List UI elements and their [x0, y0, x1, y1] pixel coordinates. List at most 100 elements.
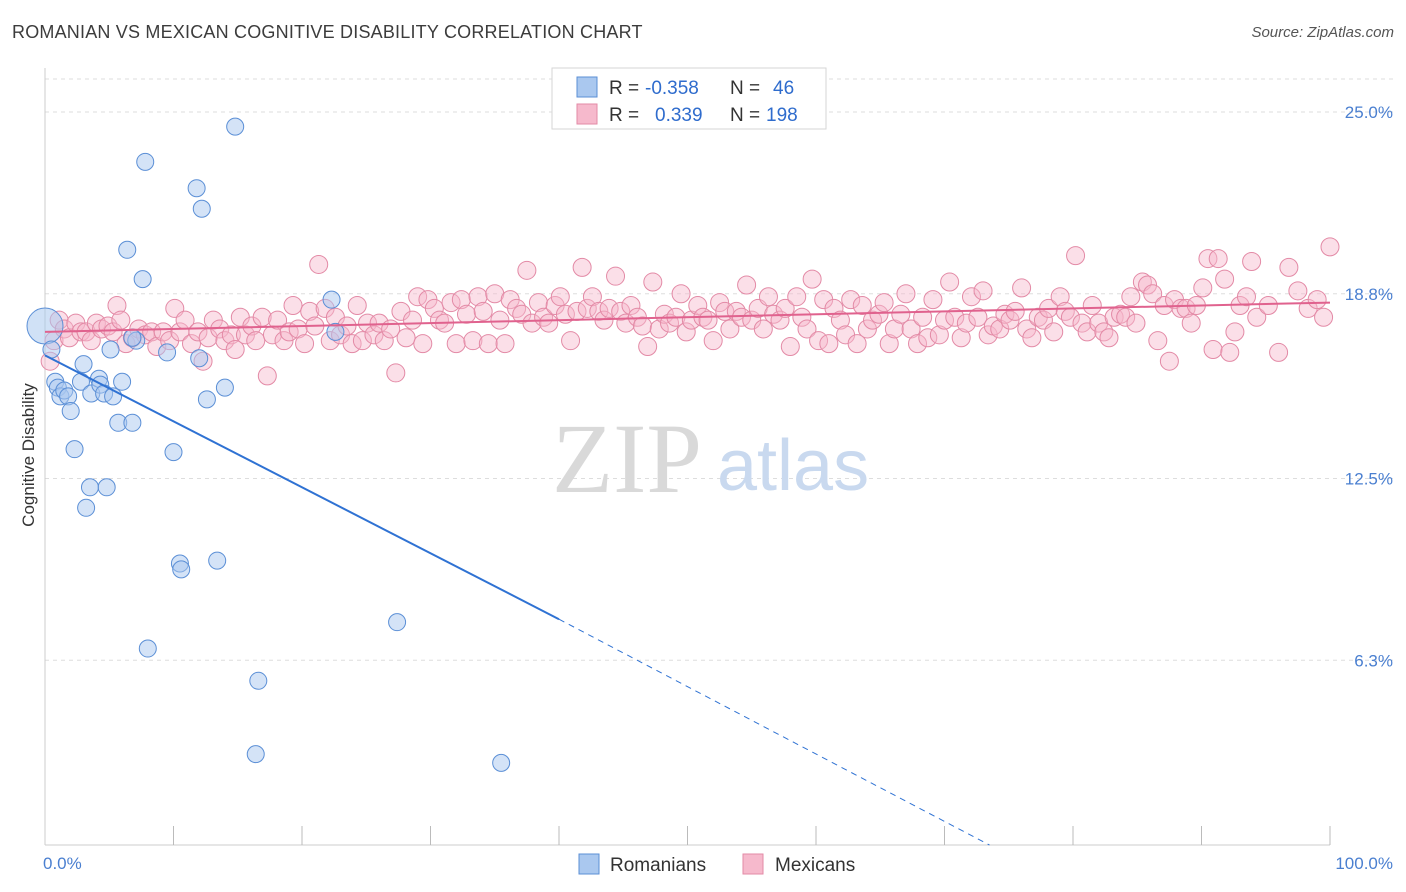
romanian-point: [101, 340, 120, 359]
romanian-point: [249, 671, 268, 690]
chart-title: ROMANIAN VS MEXICAN COGNITIVE DISABILITY…: [12, 22, 643, 42]
mexican-point: [221, 325, 241, 345]
mexican-point: [945, 307, 965, 327]
y-axis-title: Cognitive Disability: [19, 383, 38, 527]
mexican-point: [257, 366, 277, 386]
y-tick-label: 12.5%: [1345, 469, 1393, 488]
mexican-point: [956, 313, 976, 333]
mexican-point: [606, 266, 626, 286]
mexican-point: [852, 295, 872, 315]
romanian-point: [226, 117, 245, 136]
axes-layer: [44, 68, 1331, 846]
mexican-point: [720, 319, 740, 339]
mexican-point: [961, 287, 981, 307]
mexican-point: [463, 331, 483, 351]
mexican-point: [1193, 278, 1213, 298]
mexican-point: [1171, 298, 1191, 318]
mexican-point: [847, 334, 867, 354]
mexican-point: [473, 301, 493, 321]
mexican-point: [929, 325, 949, 345]
romanian-point: [123, 413, 142, 432]
mexican-point: [364, 325, 384, 345]
mexican-point: [891, 304, 911, 324]
mexican-point: [1072, 313, 1092, 333]
mexican-point: [698, 310, 718, 330]
mexican-point: [676, 322, 696, 342]
romanian-point: [77, 498, 96, 517]
mexican-point: [446, 334, 466, 354]
mexican-point: [142, 322, 162, 342]
mexican-point: [1055, 301, 1075, 321]
mexican-point: [775, 298, 795, 318]
mexican-point: [1220, 342, 1240, 362]
mexican-point: [1269, 342, 1289, 362]
romanian-point: [61, 402, 80, 421]
mexican-point: [1247, 307, 1267, 327]
mexican-point: [1320, 237, 1340, 257]
mexican-point: [555, 304, 575, 324]
romanians-trend-extension: [558, 618, 990, 846]
romanians-trend-line: [44, 354, 560, 621]
mexican-point: [1225, 322, 1245, 342]
mexican-point: [111, 310, 131, 330]
romanians-points: [26, 117, 511, 772]
mexican-point: [1066, 246, 1086, 266]
mexican-point: [1005, 301, 1025, 321]
mexican-point: [973, 281, 993, 301]
mexican-point: [309, 254, 329, 274]
mexican-point: [1094, 322, 1114, 342]
romanian-point: [26, 307, 64, 345]
y-tick-label: 6.3%: [1354, 651, 1393, 670]
mexican-point: [758, 287, 778, 307]
source-label: Source: ZipAtlas.com: [1251, 24, 1394, 41]
mexican-point: [879, 334, 899, 354]
mexican-point: [451, 290, 471, 310]
watermark-atlas: atlas: [717, 426, 869, 506]
mexican-point: [737, 275, 757, 295]
romanians-legend-swatch: [578, 853, 600, 875]
mexican-point: [1148, 331, 1168, 351]
stats-legend: R = -0.358 N = 46 R = 0.339 N = 198: [551, 67, 827, 130]
mexican-point: [1111, 304, 1131, 324]
romanian-point: [388, 613, 407, 632]
romanian-point: [59, 387, 78, 406]
romanian-point: [322, 290, 341, 309]
mexican-point: [413, 334, 433, 354]
mexican-point: [1236, 287, 1256, 307]
romanian-point: [80, 478, 99, 497]
legend-r-label-1: R =: [609, 78, 639, 99]
romanian-point: [208, 551, 227, 570]
mexican-point: [274, 331, 294, 351]
mexican-point: [225, 339, 245, 359]
mexican-point: [181, 334, 201, 354]
mexican-point: [490, 310, 510, 330]
legend-r-value-1: -0.358: [645, 78, 699, 99]
mexican-point: [561, 331, 581, 351]
mexican-point: [710, 293, 730, 313]
romanian-point: [118, 240, 137, 259]
mexicans-legend-label: Mexicans: [775, 855, 855, 876]
mexican-point: [86, 313, 106, 333]
romanian-point: [74, 355, 93, 374]
romanian-point: [187, 179, 206, 198]
mexican-point: [1017, 319, 1037, 339]
mexican-point: [753, 319, 773, 339]
mexican-point: [1099, 328, 1119, 348]
mexican-point: [1050, 287, 1070, 307]
mexican-point: [1022, 328, 1042, 348]
romanian-point: [158, 343, 177, 362]
mexican-point: [539, 313, 559, 333]
trend-lines: [44, 301, 1331, 846]
mexican-point: [857, 319, 877, 339]
romanian-point: [138, 639, 157, 658]
mexican-point: [918, 328, 938, 348]
mexican-point: [1203, 339, 1223, 359]
mexican-point: [495, 334, 515, 354]
mexican-point: [869, 304, 889, 324]
mexican-point: [611, 301, 631, 321]
mexican-point: [403, 310, 423, 330]
mexican-point: [940, 272, 960, 292]
grid-layer: [45, 78, 1394, 661]
romanian-point: [97, 478, 116, 497]
mexican-point: [819, 334, 839, 354]
